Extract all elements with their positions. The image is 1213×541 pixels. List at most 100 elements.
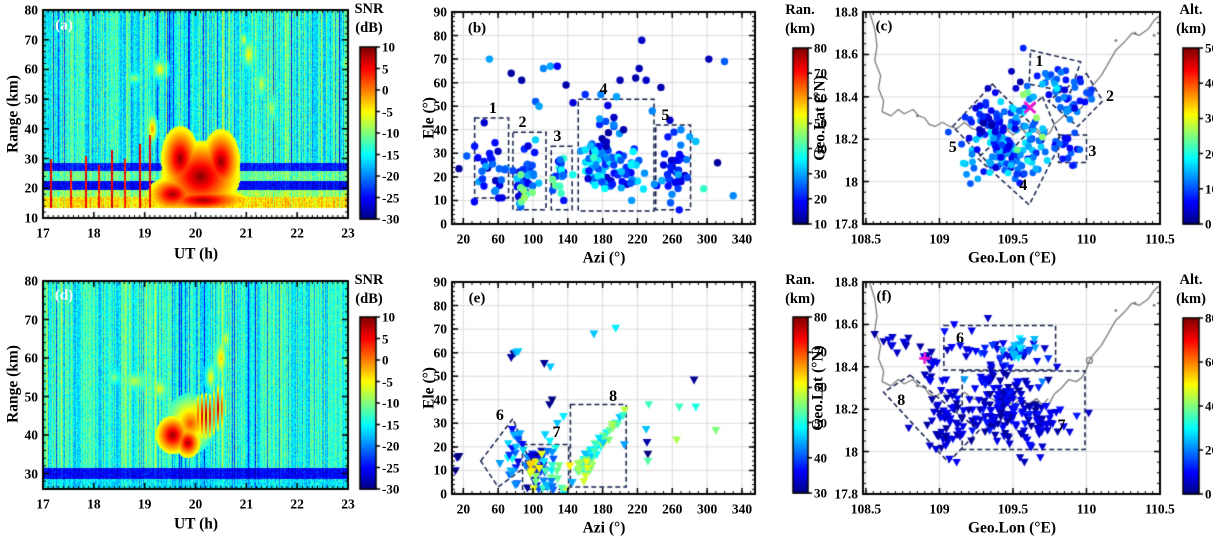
tick-label: 140 bbox=[557, 501, 578, 517]
region-label-7: 7 bbox=[1057, 417, 1066, 435]
region-label-2: 2 bbox=[518, 113, 527, 131]
tick-label: 30 bbox=[433, 145, 448, 161]
tick-label: 80 bbox=[433, 297, 448, 313]
tick-label: 340 bbox=[731, 501, 753, 517]
tick-label: 18 bbox=[844, 173, 859, 189]
panel-c-cb-title1: Alt. bbox=[1179, 1, 1203, 18]
tick-label: 180 bbox=[592, 501, 613, 517]
tick-label: 300 bbox=[696, 231, 718, 247]
panel-e-xlabel: Azi (°) bbox=[582, 519, 626, 537]
colorbar-tick-label: -30 bbox=[382, 481, 400, 497]
colorbar-tick-label: 20 bbox=[814, 191, 827, 207]
tick-label: 50 bbox=[24, 388, 39, 404]
region-label-6: 6 bbox=[495, 407, 504, 425]
tick-label: 60 bbox=[491, 501, 505, 517]
tick-label: 50 bbox=[433, 368, 448, 384]
panel-a-ylabel: Range (km) bbox=[4, 75, 22, 153]
panel-e-cb-title2: (km) bbox=[785, 290, 815, 307]
colorbar-tick-label: 50 bbox=[814, 415, 827, 431]
tick-label: 21 bbox=[239, 225, 254, 241]
tick-label: 260 bbox=[662, 231, 683, 247]
panel-d-xlabel: UT (h) bbox=[173, 515, 219, 533]
tick-label: 109 bbox=[929, 501, 950, 517]
panel-b-letter: (b) bbox=[467, 20, 487, 37]
region-label-5: 5 bbox=[948, 138, 957, 156]
tick-label: 80 bbox=[24, 2, 39, 18]
tick-label: 100 bbox=[522, 231, 544, 247]
tick-label: 30 bbox=[24, 150, 39, 166]
colorbar-tick-label: 0 bbox=[1205, 216, 1212, 232]
colorbar-tick-label: -20 bbox=[382, 438, 400, 454]
panel-f-cb-title1: Alt. bbox=[1179, 271, 1203, 288]
colorbar-tick-label: -15 bbox=[382, 417, 400, 432]
panel-c-cb-title2: (km) bbox=[1176, 20, 1206, 37]
tick-label: 109.5 bbox=[997, 231, 1029, 247]
tick-label: 20 bbox=[433, 169, 448, 185]
colorbar-tick-label: 80 bbox=[1205, 310, 1213, 326]
panel-a-xlabel: UT (h) bbox=[173, 245, 219, 263]
panel-c-letter: (c) bbox=[875, 18, 893, 35]
colorbar-tick-label: -25 bbox=[382, 460, 400, 475]
tick-label: 17.8 bbox=[834, 486, 858, 502]
tick-label: 18.4 bbox=[834, 359, 858, 375]
region-label-8: 8 bbox=[609, 388, 618, 406]
panel-b-cb-title2: (km) bbox=[785, 20, 815, 37]
tick-label: 260 bbox=[662, 501, 683, 517]
colorbar-tick-label: -10 bbox=[382, 395, 400, 411]
colorbar-tick-label: 50 bbox=[814, 115, 827, 131]
colorbar-tick-label: 10 bbox=[382, 309, 395, 325]
tick-label: 109.5 bbox=[997, 501, 1029, 517]
tick-label: 60 bbox=[433, 344, 448, 360]
tick-label: 90 bbox=[433, 4, 448, 20]
colorbar-tick-label: 10 bbox=[382, 39, 395, 55]
tick-label: 17 bbox=[36, 496, 50, 512]
tick-label: 220 bbox=[627, 501, 648, 517]
tick-label: 20 bbox=[433, 439, 448, 455]
region-label-4: 4 bbox=[1019, 176, 1028, 194]
colorbar-tick-label: 40 bbox=[814, 141, 827, 157]
tick-label: 10 bbox=[24, 210, 39, 226]
tick-label: 110.5 bbox=[1145, 501, 1175, 517]
panel-c-xlabel: Geo.Lon (°E) bbox=[967, 249, 1057, 267]
region-label-8: 8 bbox=[897, 391, 906, 409]
colorbar-tick-label: 5 bbox=[382, 61, 389, 76]
tick-label: 10 bbox=[433, 462, 448, 478]
tick-label: 0 bbox=[440, 216, 447, 232]
tick-label: 340 bbox=[731, 231, 753, 247]
tick-label: 50 bbox=[433, 98, 448, 114]
colorbar-tick-label: 0 bbox=[1205, 486, 1212, 502]
colorbar-tick-label: -5 bbox=[382, 374, 393, 389]
colorbar-tick-label: 30 bbox=[814, 166, 827, 182]
tick-label: 19 bbox=[137, 496, 152, 512]
region-label-5: 5 bbox=[661, 106, 670, 124]
region-label-2: 2 bbox=[1106, 87, 1114, 105]
panel-f-cb-title2: (km) bbox=[1176, 290, 1206, 307]
tick-label: 18.4 bbox=[834, 89, 858, 105]
colorbar-tick-label: 30 bbox=[1205, 110, 1213, 126]
tick-label: 20 bbox=[24, 180, 39, 196]
tick-label: 70 bbox=[24, 311, 39, 327]
tick-label: 108.5 bbox=[850, 231, 882, 247]
tick-label: 0 bbox=[440, 486, 447, 502]
tick-label: 18.8 bbox=[834, 4, 858, 20]
region-label-1: 1 bbox=[1035, 52, 1044, 70]
colorbar-tick-label: 0 bbox=[382, 352, 389, 368]
region-label-7: 7 bbox=[552, 423, 561, 441]
tick-label: 10 bbox=[433, 192, 448, 208]
tick-label: 60 bbox=[24, 350, 39, 366]
colorbar-tick-label: 5 bbox=[382, 331, 389, 346]
colorbar-tick-label: 10 bbox=[1205, 181, 1213, 197]
tick-label: 60 bbox=[491, 231, 505, 247]
tick-label: 30 bbox=[433, 415, 448, 431]
panel-a-letter: (a) bbox=[55, 17, 73, 34]
tick-label: 40 bbox=[24, 427, 39, 443]
tick-label: 80 bbox=[24, 273, 39, 289]
panel-b-xlabel: Azi (°) bbox=[582, 249, 626, 267]
colorbar-tick-label: 60 bbox=[814, 379, 827, 395]
tick-label: 40 bbox=[433, 392, 448, 408]
panel-e-cb-title1: Ran. bbox=[785, 271, 815, 288]
tick-label: 109 bbox=[929, 231, 950, 247]
colorbar-tick-label: -30 bbox=[382, 211, 400, 227]
